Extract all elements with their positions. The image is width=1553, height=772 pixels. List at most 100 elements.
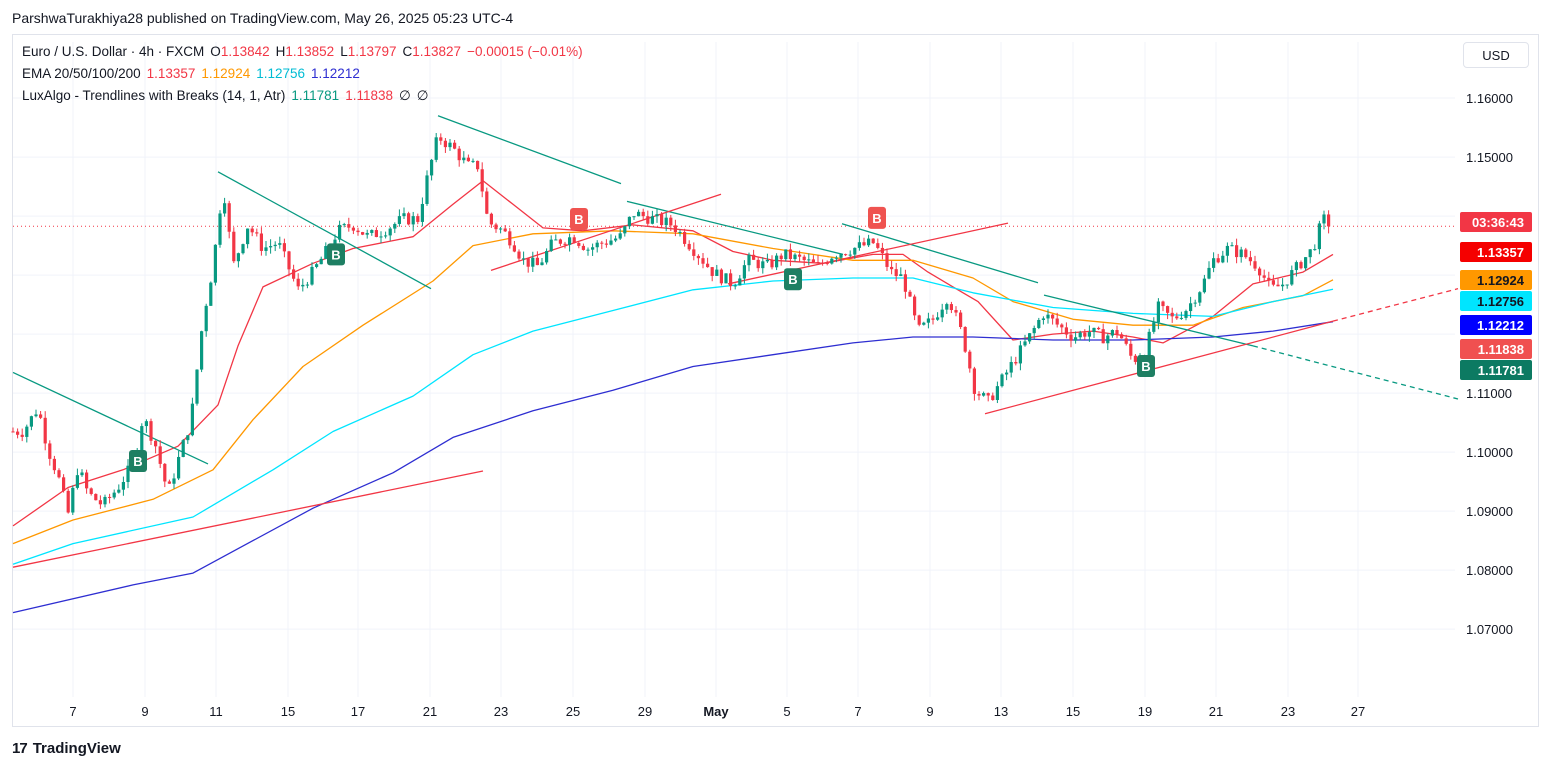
candle-body bbox=[1064, 327, 1068, 335]
trendline-support bbox=[12, 470, 484, 568]
candle-body bbox=[880, 247, 884, 254]
candle-body bbox=[807, 259, 811, 261]
candle-body bbox=[853, 247, 857, 255]
time-tick-label: 21 bbox=[1209, 704, 1223, 719]
candle-body bbox=[903, 274, 907, 292]
candle-body bbox=[476, 160, 480, 170]
break-signal-label: B bbox=[788, 272, 797, 287]
candle-body bbox=[1156, 301, 1160, 323]
open-label: O bbox=[210, 44, 221, 59]
candle-body bbox=[706, 263, 710, 268]
symbol-title[interactable]: Euro / U.S. Dollar · 4h · FXCM bbox=[22, 44, 205, 59]
candle-body bbox=[710, 267, 714, 276]
candle-body bbox=[683, 232, 687, 244]
trendline-resistance bbox=[1043, 294, 1254, 347]
candle-body bbox=[209, 282, 213, 306]
currency-button[interactable]: USD bbox=[1463, 42, 1529, 68]
candle-body bbox=[1110, 330, 1114, 336]
candle-body bbox=[342, 224, 346, 226]
candle-body bbox=[43, 417, 47, 444]
footer-brand[interactable]: 17 TradingView bbox=[12, 740, 121, 757]
legend-symbol-row[interactable]: Euro / U.S. Dollar · 4h · FXCM O1.13842 H1… bbox=[22, 44, 589, 59]
candle-body bbox=[931, 318, 935, 320]
candle-body bbox=[264, 247, 268, 251]
candle-body bbox=[503, 228, 507, 232]
candle-body bbox=[1244, 249, 1248, 258]
candle-body bbox=[227, 203, 231, 232]
break-signal-badge bbox=[868, 206, 886, 229]
legend-ema-row[interactable]: EMA 20/50/100/200 1.13357 1.12924 1.12756 1.… bbox=[22, 66, 366, 81]
candle-body bbox=[384, 235, 388, 237]
price-tag-ema20 bbox=[1460, 242, 1532, 262]
candle-body bbox=[811, 259, 815, 263]
candle-body bbox=[287, 251, 291, 270]
candle-body bbox=[296, 278, 300, 287]
candle-body bbox=[549, 239, 553, 252]
trendline-resistance bbox=[12, 371, 209, 465]
candle-body bbox=[126, 465, 130, 483]
candle-body bbox=[798, 254, 802, 257]
candle-body bbox=[416, 216, 420, 222]
candle-body bbox=[577, 243, 581, 246]
luxalgo-empty-2: ∅ bbox=[416, 88, 429, 103]
open-value: 1.13842 bbox=[220, 44, 270, 59]
price-tag-countdown bbox=[1460, 212, 1532, 232]
candle-body bbox=[108, 496, 112, 498]
candle-body bbox=[724, 273, 728, 284]
time-tick-label: 9 bbox=[926, 704, 933, 719]
price-tag-label: 1.12924 bbox=[1477, 273, 1525, 288]
candle-body bbox=[443, 140, 447, 148]
candle-body bbox=[121, 482, 125, 490]
candle-body bbox=[508, 231, 512, 246]
candle-body bbox=[20, 434, 24, 437]
candle-body bbox=[834, 257, 838, 259]
candle-body bbox=[1120, 334, 1124, 339]
time-tick-label: 19 bbox=[1138, 704, 1152, 719]
candle-body bbox=[425, 175, 429, 204]
candle-body bbox=[802, 256, 806, 261]
candle-body bbox=[862, 242, 866, 246]
time-tick-label: 7 bbox=[69, 704, 76, 719]
candle-body bbox=[963, 327, 967, 352]
candle-body bbox=[517, 251, 521, 259]
time-tick-label: 29 bbox=[638, 704, 652, 719]
price-tag-label: 1.12756 bbox=[1477, 294, 1524, 309]
candle-body bbox=[1074, 337, 1078, 341]
candle-body bbox=[1005, 372, 1009, 375]
candle-body bbox=[701, 258, 705, 264]
legend-luxalgo-row[interactable]: LuxAlgo - Trendlines with Breaks (14, 1,… bbox=[22, 88, 435, 104]
candle-body bbox=[39, 414, 43, 418]
candle-body bbox=[310, 266, 314, 285]
break-signal-label: B bbox=[331, 247, 340, 262]
price-tag-label: 1.11838 bbox=[1478, 342, 1524, 357]
trendline-support bbox=[984, 320, 1334, 415]
candle-body bbox=[940, 309, 944, 318]
price-tags: 03:36:43 1.13357 1.12924 1.12756 1.12212 1.11… bbox=[1460, 212, 1532, 380]
candle-body bbox=[614, 238, 618, 241]
candle-body bbox=[1276, 284, 1280, 287]
candle-body bbox=[292, 269, 296, 279]
ema-label[interactable]: EMA 20/50/100/200 bbox=[22, 66, 141, 81]
candle-body bbox=[664, 217, 668, 226]
candle-body bbox=[1179, 317, 1183, 319]
candle-body bbox=[899, 274, 903, 277]
brand-name: TradingView bbox=[32, 740, 121, 757]
candle-body bbox=[1106, 335, 1110, 344]
candle-body bbox=[913, 296, 917, 316]
time-tick-label: May bbox=[703, 704, 729, 719]
candle-body bbox=[71, 487, 75, 513]
candle-body bbox=[1221, 255, 1225, 263]
candle-body bbox=[1161, 301, 1165, 307]
candle-body bbox=[558, 239, 562, 244]
candle-body bbox=[85, 472, 89, 489]
break-signals: B B B B B B bbox=[129, 206, 1155, 472]
luxalgo-label[interactable]: LuxAlgo - Trendlines with Breaks (14, 1,… bbox=[22, 88, 286, 103]
break-signal-label: B bbox=[574, 212, 583, 227]
price-tag-label: 1.11781 bbox=[1478, 363, 1524, 378]
close-value: 1.13827 bbox=[412, 44, 462, 59]
candle-body bbox=[103, 496, 107, 505]
candle-body bbox=[338, 224, 342, 240]
candle-body bbox=[917, 315, 921, 325]
candle-body bbox=[1235, 245, 1239, 258]
